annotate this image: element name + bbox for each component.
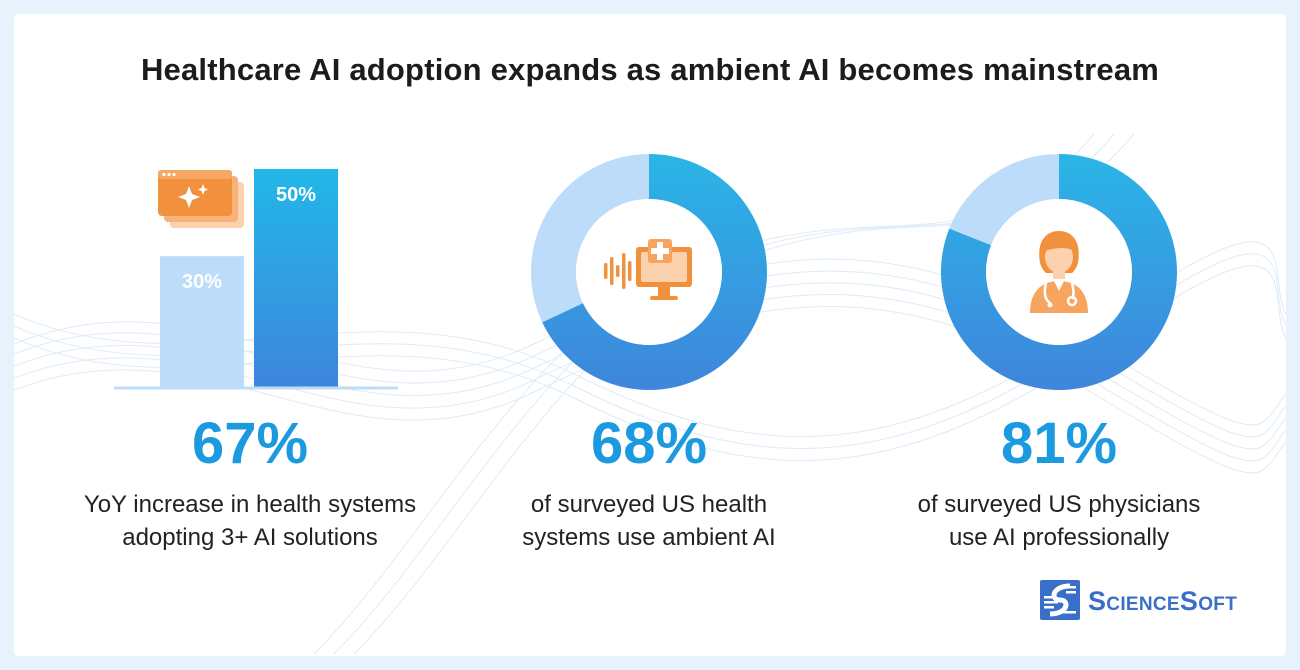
sciencesoft-logo-icon [1040, 580, 1080, 620]
ai-window-icon [158, 170, 244, 228]
bar-label-1: 30% [182, 271, 222, 293]
donut-slice-2 [949, 154, 1059, 246]
bar-label-2: 50% [276, 184, 316, 206]
stat-caption-2-line-1: of surveyed US health [530, 491, 768, 518]
stat-caption-1-line-1: YoY increase in health systems [83, 491, 417, 518]
bar-2 [254, 169, 338, 387]
stat-caption-3: of surveyed US physicians use AI profess… [849, 488, 1269, 554]
stat-value-2: 68% [590, 411, 708, 476]
stat-caption-1: YoY increase in health systems adopting … [40, 488, 460, 554]
stat-value-3: 81% [1000, 411, 1118, 476]
stat-caption-3-line-2: use AI professionally [948, 524, 1170, 551]
infographic-card: Healthcare AI adoption expands as ambien… [14, 14, 1286, 656]
physician-icon [1030, 231, 1088, 313]
logo-text: ScienceSoft [1088, 586, 1238, 616]
donut-slice-2 [531, 154, 649, 323]
stat-value-1: 67% [191, 411, 309, 476]
bar-chart: 30% 50% [114, 169, 398, 390]
ambient-ai-monitor-icon [604, 239, 692, 300]
donut-slice-1 [542, 154, 767, 390]
sciencesoft-logo: ScienceSoft [1040, 578, 1260, 622]
page-title: Healthcare AI adoption expands as ambien… [140, 52, 1160, 87]
stat-caption-1-line-2: adopting 3+ AI solutions [122, 524, 378, 551]
bar-1 [160, 256, 244, 387]
stat-caption-2-line-2: systems use ambient AI [522, 524, 776, 551]
stat-caption-2: of surveyed US health systems use ambien… [439, 488, 859, 554]
donut-slice-1 [941, 154, 1177, 390]
stat-caption-3-line-1: of surveyed US physicians [917, 491, 1201, 518]
